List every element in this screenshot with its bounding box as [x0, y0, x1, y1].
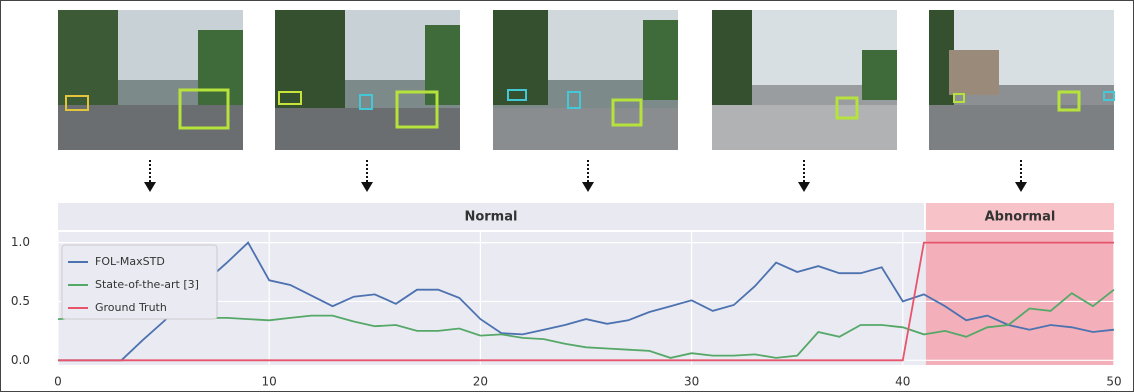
y-tick-label: 0.0 — [11, 353, 30, 367]
phase-shade — [926, 232, 1114, 365]
frame-image — [929, 10, 1114, 150]
phase-label: Normal — [464, 210, 517, 225]
x-tick-label: 50 — [1106, 375, 1121, 389]
frame-image — [275, 10, 460, 150]
figure: Normal Abnormal 0.0 0.5 1.0 0 10 20 30 40 50 FOL-Ma… — [0, 0, 1134, 392]
phase-label: Abnormal — [985, 210, 1056, 225]
x-tick-label: 20 — [473, 375, 488, 389]
legend-label: FOL-MaxSTD — [95, 255, 165, 268]
x-tick-label: 30 — [684, 375, 699, 389]
frame-image — [493, 10, 678, 150]
frame-image — [58, 10, 243, 150]
y-tick-label: 0.5 — [11, 294, 30, 308]
x-tick-label: 0 — [54, 375, 62, 389]
y-tick-label: 1.0 — [11, 235, 30, 249]
frame-image — [712, 10, 897, 150]
frames — [58, 10, 1114, 150]
legend-label: Ground Truth — [95, 301, 167, 314]
arrows — [144, 160, 1027, 192]
legend-label: State-of-the-art [3] — [95, 278, 199, 291]
x-tick-label: 10 — [262, 375, 277, 389]
x-tick-label: 40 — [895, 375, 910, 389]
